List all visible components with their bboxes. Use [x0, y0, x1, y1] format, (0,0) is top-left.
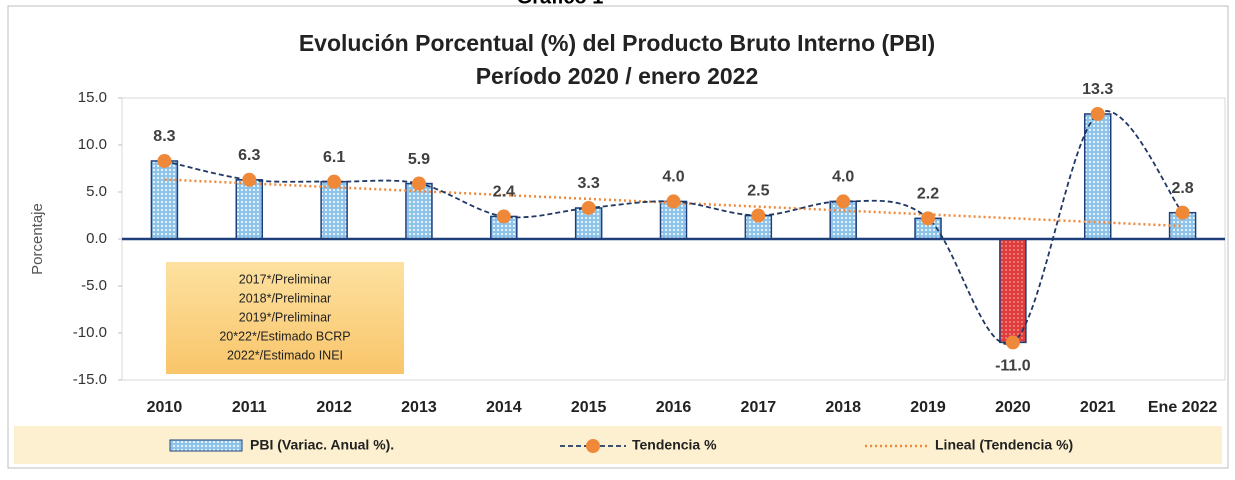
x-tick-label: 2017	[741, 399, 777, 416]
x-tick-label: 2020	[995, 399, 1031, 416]
x-tick-label: 2011	[232, 399, 267, 416]
x-tick-label: 2010	[147, 399, 183, 416]
trend-marker	[921, 211, 936, 226]
value-label: 2.2	[917, 186, 939, 203]
trend-marker	[157, 153, 172, 168]
header: Gráfico 1	[517, 0, 604, 8]
value-label: 13.3	[1082, 81, 1113, 98]
note-box	[166, 262, 404, 374]
x-tick-label: 2019	[910, 399, 946, 416]
y-tick-label: -10.0	[73, 324, 107, 341]
value-label: -11.0	[995, 358, 1031, 375]
x-tick-label: 2013	[401, 399, 437, 416]
value-label: 5.9	[408, 151, 430, 168]
y-tick-label: -15.0	[73, 371, 107, 388]
x-tick-label: Ene 2022	[1148, 399, 1217, 416]
trend-marker	[1175, 205, 1190, 220]
value-label: 8.3	[153, 128, 175, 145]
y-tick-label: -5.0	[81, 277, 107, 294]
y-tick-label: 0.0	[86, 230, 107, 247]
trend-marker	[666, 194, 681, 209]
value-label: 2.8	[1171, 180, 1193, 197]
legend-swatch-bar	[169, 439, 243, 452]
x-tick-label: 2014	[486, 399, 522, 416]
value-label: 6.1	[323, 149, 345, 166]
note-line: 2018*/Preliminar	[239, 291, 331, 305]
chart-subtitle: Período 2020 / enero 2022	[476, 63, 759, 89]
bar	[1083, 113, 1112, 240]
legend-label: Tendencia %	[632, 437, 717, 453]
chart-title: Evolución Porcentual (%) del Producto Br…	[299, 30, 935, 56]
trend-marker	[242, 172, 257, 187]
trend-line	[164, 110, 1184, 346]
legend-swatch-marker	[586, 439, 600, 453]
value-label: 6.3	[238, 147, 260, 164]
value-label: 2.5	[747, 183, 769, 200]
x-tick-label: 2016	[656, 399, 692, 416]
y-axis-label: Porcentaje	[29, 203, 46, 275]
bar	[999, 238, 1027, 344]
trend-marker	[751, 208, 766, 223]
value-label: 4.0	[832, 169, 854, 186]
y-tick-label: 5.0	[86, 183, 107, 200]
trend-marker	[496, 209, 511, 224]
value-label: 4.0	[662, 169, 684, 186]
x-tick-label: 2012	[316, 399, 352, 416]
trend-marker	[411, 176, 426, 191]
note-line: 2017*/Preliminar	[239, 272, 331, 286]
bar	[150, 160, 179, 240]
legend-label: PBI (Variac. Anual %).	[250, 437, 394, 453]
trend-marker	[1005, 335, 1020, 350]
legend-label: Lineal (Tendencia %)	[935, 437, 1073, 453]
trend-marker	[836, 194, 851, 209]
trend-marker	[1090, 106, 1105, 121]
x-tick-label: 2021	[1080, 399, 1116, 416]
chart-frame	[7, 5, 1229, 469]
value-label: 3.3	[578, 175, 600, 192]
x-tick-label: 2018	[825, 399, 861, 416]
note-line: 2019*/Preliminar	[239, 310, 331, 324]
note-line: 2022*/Estimado INEI	[227, 348, 343, 362]
value-label: 2.4	[493, 184, 515, 201]
note-line: 20*22*/Estimado BCRP	[219, 329, 350, 343]
y-tick-label: 10.0	[78, 136, 107, 153]
trend-marker	[327, 174, 342, 189]
y-tick-label: 15.0	[78, 89, 107, 106]
bar	[320, 180, 348, 240]
bar	[235, 179, 264, 240]
trend-marker	[581, 200, 596, 215]
x-tick-label: 2015	[571, 399, 607, 416]
